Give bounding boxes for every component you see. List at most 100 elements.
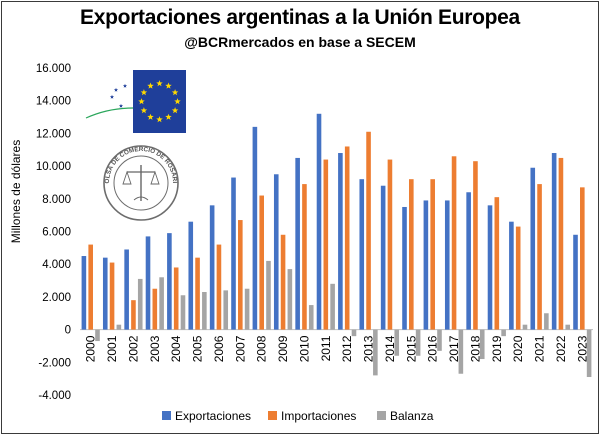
x-tick-label: 2017: [447, 335, 461, 362]
flag-star: [171, 107, 179, 114]
bar-importaciones-2015: [409, 179, 414, 330]
y-tick-label: -2.000: [38, 357, 71, 369]
x-tick-label: 2005: [191, 335, 205, 362]
flag-star: [165, 82, 172, 89]
bar-importaciones-2017: [451, 156, 457, 330]
bar-exportaciones-2016: [423, 200, 429, 330]
legend-swatch-balanza: [377, 411, 386, 420]
legend-swatch-exportaciones: [162, 411, 171, 420]
bar-importaciones-2008: [259, 195, 264, 330]
y-tick-label: 12.000: [36, 128, 71, 140]
y-tick-label: -4.000: [38, 390, 71, 402]
bar-balanza-2006: [223, 290, 229, 330]
x-tick-label: 2006: [212, 335, 226, 362]
bar-exportaciones-2008: [252, 126, 258, 330]
small-star: [122, 83, 128, 88]
x-tick-label: 2011: [319, 335, 333, 361]
y-tick-label: 6.000: [42, 227, 71, 239]
x-tick-label: 2023: [575, 335, 589, 362]
bar-importaciones-2006: [216, 244, 222, 330]
flag-star: [138, 98, 145, 105]
bar-balanza-2022: [565, 324, 571, 330]
x-tick-label: 2001: [105, 335, 119, 362]
x-axis-labels: 2000 2001 2002 2003 2004 2005 2006 2007 2008 2009…: [84, 335, 590, 362]
x-tick-label: 2021: [533, 335, 547, 362]
bar-balanza-2005: [202, 292, 207, 330]
bar-exportaciones-2013: [359, 179, 365, 330]
bar-importaciones-2010: [302, 184, 307, 330]
bar-balanza-2009: [287, 269, 293, 330]
bar-balanza-2017: [458, 329, 464, 374]
bar-balanza-2016: [437, 329, 442, 351]
bar-importaciones-2019: [494, 197, 500, 330]
bar-balanza-2021: [544, 313, 549, 330]
bar-balanza-2015: [415, 329, 421, 356]
bar-balanza-2013: [373, 329, 378, 376]
bar-exportaciones-2020: [509, 221, 514, 330]
flag-star: [165, 113, 172, 120]
bar-importaciones-2021: [537, 184, 542, 330]
bar-balanza-2003: [159, 277, 164, 330]
bar-importaciones-2004: [173, 267, 179, 330]
bar-importaciones-2003: [152, 288, 158, 330]
bar-exportaciones-2006: [209, 205, 215, 330]
x-tick-label: 2010: [297, 335, 311, 362]
y-tick-label: 14.000: [36, 96, 71, 108]
small-star: [109, 94, 115, 99]
bar-importaciones-2012: [344, 146, 350, 330]
bar-importaciones-2009: [280, 234, 286, 330]
chart-title: Exportaciones argentinas a la Unión Euro…: [80, 6, 520, 29]
bar-balanza-2023: [586, 329, 592, 378]
bar-balanza-2020: [522, 324, 528, 330]
x-tick-label: 2013: [362, 335, 376, 362]
bar-exportaciones-2018: [466, 192, 471, 330]
x-tick-label: 2009: [276, 335, 290, 362]
bar-importaciones-2011: [323, 159, 329, 330]
x-tick-label: 2000: [84, 335, 98, 362]
bar-importaciones-2013: [366, 131, 371, 330]
bar-exportaciones-2007: [231, 177, 236, 330]
legend-label-exportaciones: Exportaciones: [175, 409, 251, 423]
small-star: [118, 103, 124, 108]
x-tick-label: 2015: [404, 335, 418, 362]
bar-exportaciones-2003: [145, 236, 151, 330]
bar-exportaciones-2002: [124, 249, 129, 330]
bar-exportaciones-2012: [338, 153, 343, 330]
bar-exportaciones-2005: [188, 221, 194, 330]
bar-balanza-2010: [308, 305, 314, 330]
bar-exportaciones-2010: [295, 157, 300, 330]
chart-bars: [81, 113, 592, 378]
y-tick-label: 16.000: [36, 63, 71, 75]
chart-subtitle: @BCRmercados en base a SECEM: [184, 34, 416, 50]
bar-exportaciones-2000: [81, 256, 87, 330]
x-tick-label: 2018: [468, 335, 482, 362]
flag-star: [147, 113, 154, 120]
flag-star: [147, 82, 154, 89]
x-tick-label: 2007: [233, 335, 247, 362]
bar-importaciones-2018: [473, 161, 478, 330]
x-tick-label: 2014: [383, 335, 397, 362]
legend-label-importaciones: Importaciones: [281, 409, 356, 423]
bar-balanza-2007: [244, 288, 250, 330]
bar-exportaciones-2019: [487, 205, 493, 330]
bar-balanza-2011: [330, 283, 335, 330]
bar-exportaciones-2021: [530, 167, 536, 330]
bar-importaciones-2005: [195, 257, 200, 330]
bar-balanza-2012: [351, 329, 357, 337]
bar-importaciones-2007: [238, 220, 243, 330]
bar-exportaciones-2022: [551, 153, 557, 330]
small-star: [113, 87, 119, 92]
flag-star: [140, 89, 148, 96]
bar-exportaciones-2017: [444, 200, 450, 330]
bar-exportaciones-2009: [273, 174, 279, 330]
bar-exportaciones-2015: [402, 206, 407, 330]
bar-exportaciones-2001: [102, 257, 108, 330]
bar-exportaciones-2014: [380, 185, 386, 330]
eu-flag-icon: [85, 70, 186, 133]
y-axis-label: Millones de dólares: [9, 140, 23, 243]
chart-legend: Exportaciones Importaciones Balanza: [162, 409, 434, 423]
bar-importaciones-2023: [580, 187, 585, 330]
x-tick-label: 2004: [169, 335, 183, 362]
legend-swatch-importaciones: [268, 411, 277, 420]
